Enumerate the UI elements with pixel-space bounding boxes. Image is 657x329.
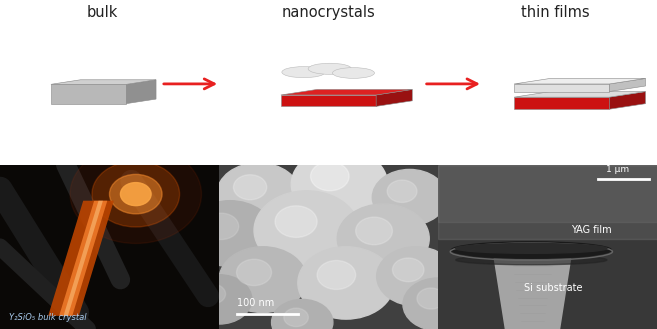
Circle shape	[403, 278, 473, 329]
Polygon shape	[514, 84, 609, 91]
Polygon shape	[48, 201, 114, 316]
Ellipse shape	[456, 255, 607, 265]
Circle shape	[373, 169, 447, 225]
Text: thin films: thin films	[521, 5, 589, 20]
Polygon shape	[609, 91, 645, 109]
Bar	[438, 164, 657, 222]
Bar	[438, 164, 657, 239]
Circle shape	[70, 145, 202, 243]
Circle shape	[332, 68, 374, 78]
Polygon shape	[126, 80, 156, 104]
Circle shape	[271, 299, 333, 329]
Ellipse shape	[456, 243, 607, 253]
Circle shape	[186, 275, 252, 324]
Ellipse shape	[451, 242, 612, 258]
Text: 1 μm: 1 μm	[606, 165, 629, 174]
Polygon shape	[376, 89, 413, 106]
Circle shape	[120, 183, 151, 206]
Polygon shape	[51, 84, 126, 104]
Circle shape	[237, 259, 271, 286]
Text: nanocrystals: nanocrystals	[282, 5, 375, 20]
Polygon shape	[59, 201, 107, 316]
Circle shape	[317, 261, 355, 290]
Polygon shape	[514, 97, 609, 109]
Circle shape	[275, 206, 317, 238]
Circle shape	[387, 180, 417, 202]
Circle shape	[204, 213, 238, 240]
Circle shape	[291, 148, 388, 220]
Polygon shape	[514, 78, 645, 84]
Circle shape	[233, 175, 267, 200]
Circle shape	[110, 174, 162, 214]
Circle shape	[217, 163, 300, 225]
Circle shape	[282, 66, 325, 78]
Circle shape	[92, 161, 179, 227]
Polygon shape	[281, 89, 413, 95]
Text: YAG film: YAG film	[572, 225, 612, 235]
Circle shape	[337, 204, 429, 273]
Text: Y₂SiO₅ bulk crystal: Y₂SiO₅ bulk crystal	[9, 314, 86, 322]
Circle shape	[219, 247, 307, 313]
Circle shape	[254, 191, 359, 270]
Text: Si substrate: Si substrate	[524, 283, 583, 293]
Circle shape	[298, 247, 394, 319]
Polygon shape	[514, 91, 645, 97]
Circle shape	[199, 284, 225, 304]
Circle shape	[355, 217, 392, 245]
Circle shape	[392, 258, 424, 282]
Polygon shape	[281, 95, 376, 106]
Polygon shape	[64, 201, 103, 316]
Circle shape	[376, 247, 455, 306]
Circle shape	[417, 288, 445, 309]
Polygon shape	[609, 78, 645, 91]
Polygon shape	[493, 258, 572, 329]
Text: 100 nm: 100 nm	[237, 298, 274, 308]
Circle shape	[311, 162, 349, 191]
Circle shape	[308, 63, 351, 74]
Circle shape	[284, 308, 308, 327]
Circle shape	[186, 201, 274, 266]
Polygon shape	[51, 80, 156, 84]
Text: bulk: bulk	[86, 5, 118, 20]
